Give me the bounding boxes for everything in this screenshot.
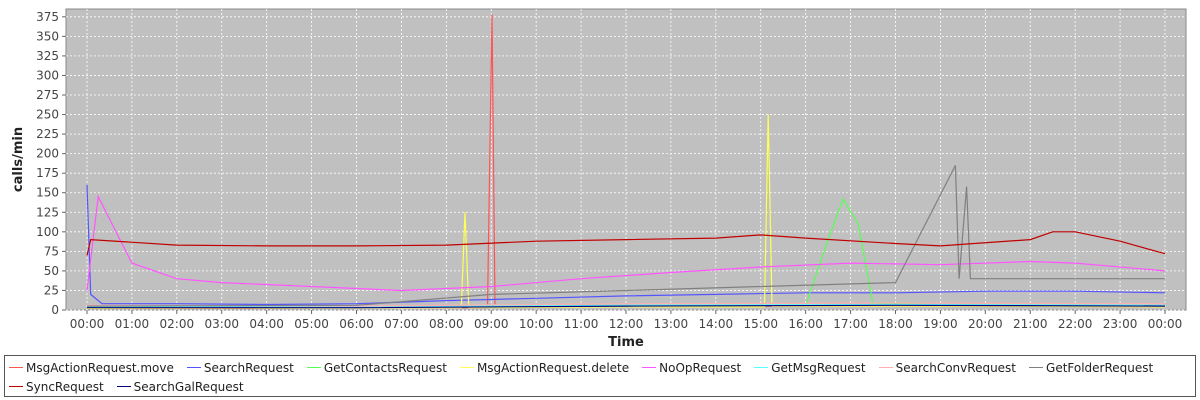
y-tick-label: 50 — [44, 264, 59, 278]
legend-item: MsgActionRequest.delete — [459, 358, 630, 377]
series-line-3 — [86, 114, 1166, 309]
x-tick-label: 11:00 — [564, 317, 599, 331]
y-tick-label: 25 — [44, 283, 59, 297]
legend-swatch — [116, 386, 131, 387]
legend-swatch — [754, 367, 769, 368]
legend-item: SyncRequest — [9, 377, 104, 396]
x-tick-label: 15:00 — [743, 317, 778, 331]
legend-item: SearchGalRequest — [116, 377, 244, 396]
legend-label: MsgActionRequest.move — [26, 360, 174, 375]
legend-label: GetContactsRequest — [323, 360, 447, 375]
legend-label: SearchConvRequest — [895, 360, 1017, 375]
legend-label: SearchGalRequest — [133, 379, 244, 394]
x-tick-label: 22:00 — [1058, 317, 1093, 331]
y-tick-label: 75 — [44, 244, 59, 258]
legend-label: SearchRequest — [203, 360, 294, 375]
legend-item: GetMsgRequest — [754, 358, 866, 377]
y-axis: 0 25 50 75 100 125 150 175 200 225 250 275 300 325 350… — [36, 10, 66, 317]
legend-label: NoOpRequest — [659, 360, 742, 375]
y-tick-label: 225 — [36, 127, 59, 141]
legend: MsgActionRequest.move SearchRequest GetCon… — [4, 355, 1196, 397]
legend-swatch — [9, 367, 23, 368]
y-tick-label: 125 — [36, 205, 59, 219]
series-line-4 — [86, 194, 1166, 292]
y-tick-label: 0 — [51, 303, 59, 317]
x-tick-label: 16:00 — [788, 317, 823, 331]
y-tick-label: 300 — [36, 68, 59, 82]
x-tick-label: 21:00 — [1013, 317, 1048, 331]
series-line-5 — [87, 303, 1166, 308]
x-tick-label: 01:00 — [115, 317, 150, 331]
x-tick-label: 23:00 — [1103, 317, 1138, 331]
x-tick-label: 18:00 — [878, 317, 913, 331]
legend-swatch — [1029, 367, 1044, 368]
legend-item: SearchRequest — [186, 358, 294, 377]
y-tick-label: 250 — [36, 108, 59, 122]
legend-item: NoOpRequest — [642, 358, 741, 377]
y-tick-label: 350 — [36, 29, 59, 43]
legend-item: GetContactsRequest — [306, 358, 447, 377]
x-tick-label: 12:00 — [609, 317, 644, 331]
x-tick-label: 09:00 — [474, 317, 509, 331]
y-tick-label: 175 — [36, 166, 59, 180]
x-tick-label: 10:00 — [519, 317, 554, 331]
legend-item: SearchConvRequest — [878, 358, 1017, 377]
x-tick-label: 20:00 — [968, 317, 1003, 331]
legend-label: GetMsgRequest — [771, 360, 866, 375]
legend-swatch — [186, 367, 201, 368]
y-tick-label: 150 — [36, 186, 59, 200]
x-tick-label: 17:00 — [833, 317, 868, 331]
y-tick-label: 375 — [36, 10, 59, 24]
legend-swatch — [642, 367, 657, 368]
x-tick-label: 13:00 — [654, 317, 689, 331]
x-tick-label: 02:00 — [160, 317, 195, 331]
legend-item: MsgActionRequest.move — [9, 358, 174, 377]
x-axis-title: Time — [608, 335, 644, 350]
legend-label: MsgActionRequest.delete — [476, 360, 630, 375]
series-line-7 — [86, 165, 1165, 307]
series-line-1 — [86, 184, 1166, 306]
series-line-9 — [87, 304, 1166, 309]
x-tick-label: 05:00 — [294, 317, 329, 331]
y-axis-title: calls/min — [11, 127, 26, 192]
x-tick-label: 14:00 — [699, 317, 734, 331]
y-tick-label: 325 — [36, 49, 59, 63]
y-tick-label: 275 — [36, 88, 59, 102]
legend-label: SyncRequest — [26, 379, 104, 394]
legend-item: GetFolderRequest — [1029, 358, 1153, 377]
x-tick-label: 00:00 — [70, 317, 105, 331]
x-axis: 00:00 01:00 02:00 03:00 04:00 05:00 06:00 07:00… — [70, 310, 1183, 331]
x-tick-label: 00:00 — [1148, 317, 1183, 331]
plot-area — [65, 8, 1187, 311]
series-line-8 — [86, 231, 1166, 256]
y-tick-label: 100 — [36, 225, 59, 239]
series-lines — [86, 14, 1166, 309]
x-tick-label: 08:00 — [429, 317, 464, 331]
x-tick-label: 03:00 — [204, 317, 239, 331]
x-tick-label: 07:00 — [384, 317, 419, 331]
legend-label: GetFolderRequest — [1046, 360, 1154, 375]
legend-swatch — [9, 386, 23, 387]
legend-swatch — [306, 367, 321, 368]
line-chart: 0 25 50 75 100 125 150 175 200 225 250 275 300 325 350… — [11, 8, 1187, 350]
y-tick-label: 200 — [36, 147, 59, 161]
legend-swatch — [878, 367, 893, 368]
x-tick-label: 06:00 — [339, 317, 374, 331]
x-tick-label: 19:00 — [923, 317, 958, 331]
x-tick-label: 04:00 — [249, 317, 284, 331]
legend-swatch — [459, 367, 474, 368]
